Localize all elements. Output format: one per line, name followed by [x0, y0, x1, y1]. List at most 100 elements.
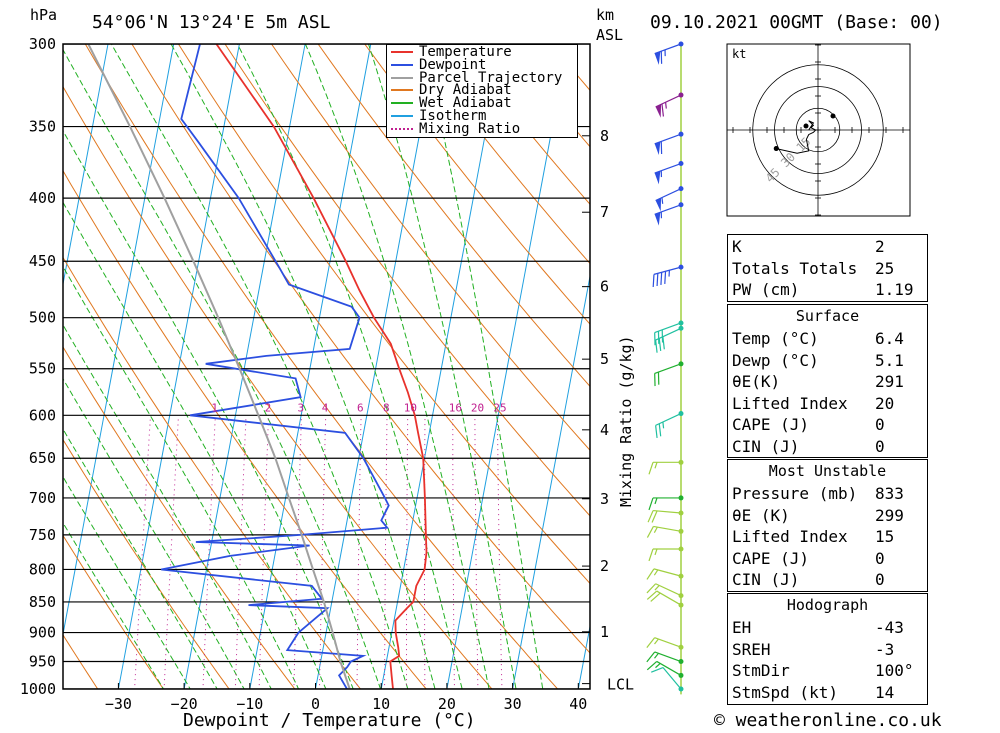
- wind-barb-feather: [646, 637, 656, 648]
- wind-level-dot: [678, 672, 684, 678]
- pressure-tick-label: 600: [29, 406, 56, 424]
- wind-barb-half-feather: [662, 421, 665, 429]
- index-label: SREH: [732, 639, 771, 659]
- wind-level-dot: [678, 644, 684, 650]
- index-label: CAPE (J): [732, 548, 810, 568]
- legend-swatch: [391, 89, 413, 92]
- wind-level-dot: [678, 320, 684, 326]
- wind-barb-feather: [648, 497, 654, 511]
- wind-barb-staff: [654, 133, 682, 145]
- wet-adiabat-line: [367, 44, 517, 689]
- dewpoint-profile: [161, 44, 390, 689]
- legend-label: Parcel Trajectory: [419, 69, 563, 86]
- wind-barb-feather: [646, 590, 658, 600]
- legend-entry: Isotherm: [391, 109, 486, 123]
- wind-barb-feather: [648, 462, 654, 475]
- mixing-ratio-label: 8: [383, 401, 390, 414]
- isotherm-line: [63, 44, 109, 287]
- index-value: 15: [875, 527, 895, 547]
- wind-barb-flag: [654, 51, 661, 65]
- wind-barb-flag: [654, 212, 661, 226]
- legend-label: Temperature: [419, 44, 512, 60]
- dry-adiabat-line: [224, 44, 590, 517]
- wet-adiabat-line: [63, 428, 218, 689]
- most-unstable-title: Most Unstable: [768, 462, 887, 480]
- wind-barb-feather: [646, 660, 658, 671]
- index-label: θE (K): [732, 505, 790, 525]
- mixing-ratio-label: 25: [493, 401, 506, 414]
- isotherm-line: [63, 44, 175, 637]
- index-value: 25: [875, 258, 895, 278]
- wind-level-dot: [678, 264, 684, 270]
- wind-level-dot: [678, 41, 684, 47]
- km-tick-label: 7: [600, 203, 609, 221]
- copyright-text: © weatheronline.co.uk: [714, 710, 942, 731]
- wind-barb-staff: [654, 637, 682, 648]
- wind-barb-staff: [653, 525, 682, 532]
- hodograph-end-point: [773, 146, 779, 152]
- index-label: StmDir: [732, 661, 790, 681]
- pressure-tick-label: 950: [29, 653, 56, 671]
- index-label: Lifted Index: [732, 527, 848, 547]
- dry-adiabat-line: [63, 534, 165, 689]
- dry-adiabat-line: [951, 26, 1000, 715]
- wind-barb-feather: [652, 274, 655, 288]
- wind-level-dot: [678, 495, 684, 501]
- index-label: Lifted Index: [732, 393, 848, 413]
- wet-adiabat-line: [63, 201, 327, 689]
- x-axis-label: Dewpoint / Temperature (°C): [183, 710, 476, 731]
- wind-barb-feather: [646, 568, 655, 580]
- wet-adiabat-line: [63, 324, 272, 689]
- wet-adiabat-line: [170, 44, 436, 689]
- pressure-unit-label: hPa: [30, 6, 58, 24]
- mixing-ratio-label: 1: [211, 401, 218, 414]
- index-label: CIN (J): [732, 570, 800, 590]
- wind-barb-staff: [654, 43, 682, 55]
- wind-level-dot: [678, 186, 684, 192]
- index-row: Dewp (°C) 5.1: [728, 350, 927, 372]
- index-value: 0: [875, 415, 885, 435]
- dry-adiabat-line: [84, 44, 559, 689]
- mixing-ratio-label: 3: [297, 401, 304, 414]
- index-value: 0: [875, 548, 885, 568]
- index-label: CAPE (J): [732, 415, 810, 435]
- wind-barb-feather: [655, 340, 658, 353]
- index-row: CAPE (J) 0: [728, 414, 927, 436]
- index-row: CIN (J) 0: [728, 569, 927, 591]
- km-tick-label: 1: [600, 623, 609, 641]
- km-tick-label: 8: [600, 127, 609, 145]
- legend-label: Dewpoint: [419, 56, 487, 73]
- mixing-ratio-label: 6: [357, 401, 364, 414]
- legend-label: Wet Adiabat: [419, 95, 512, 112]
- index-row: Pressure (mb) 833: [728, 483, 927, 505]
- wind-barb-staff: [653, 266, 682, 275]
- indices-box-hodograph: Hodograph EH -43 SREH -3 StmDir 100° StmSpd (k…: [727, 593, 928, 705]
- index-row: SREH -3: [728, 639, 927, 661]
- wind-barb-feather: [646, 526, 654, 538]
- temperature-profile: [215, 44, 428, 689]
- wet-adiabat-line: [63, 265, 300, 689]
- index-row: StmSpd (kt) 14: [728, 682, 927, 704]
- index-value: 0: [875, 570, 885, 590]
- legend-entry: Dewpoint: [391, 56, 487, 73]
- wind-barb-feather: [651, 666, 664, 673]
- pressure-tick-label: 700: [29, 489, 56, 507]
- dry-adiabat-line: [410, 44, 590, 265]
- mixing-ratio-label: 4: [322, 401, 329, 414]
- x-tick-label: 20: [438, 695, 456, 713]
- legend-entry: Mixing Ratio: [391, 122, 520, 136]
- indices-box-surface: Surface Temp (°C) 6.4 Dewp (°C) 5.1 θE(K) 291…: [727, 304, 928, 458]
- wind-level-dot: [678, 593, 684, 599]
- index-row: CIN (J) 0: [728, 436, 927, 458]
- index-row: Lifted Index 15: [728, 526, 927, 548]
- index-label: CIN (J): [732, 436, 800, 456]
- mixing-ratio-line: [258, 415, 270, 689]
- x-tick-label: 0: [311, 695, 320, 713]
- wind-barb-staff: [655, 327, 682, 341]
- wind-barb-half-feather: [654, 638, 659, 645]
- wind-barb-half-feather: [654, 497, 658, 505]
- wind-level-dot: [678, 573, 684, 579]
- index-value: 2: [875, 237, 885, 257]
- index-value: -3: [875, 639, 895, 659]
